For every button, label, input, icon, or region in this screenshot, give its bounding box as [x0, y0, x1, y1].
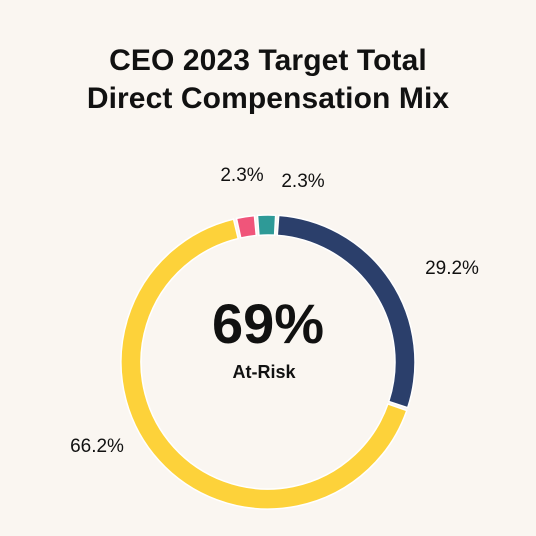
- chart-title-line-2: Direct Compensation Mix: [86, 82, 450, 115]
- slice-yellow: [120, 218, 408, 510]
- slice-navy: [276, 214, 416, 409]
- chart-title-line-1: CEO 2023 Target Total: [109, 44, 427, 77]
- slice-labels: 2.3% 29.2% 66.2% 2.3%: [70, 165, 479, 457]
- chart-title: CEO 2023 Target Total Direct Compensatio…: [0, 42, 536, 118]
- slice-label: 2.3%: [220, 165, 263, 186]
- donut-slices: [120, 214, 416, 510]
- center-caption: At-Risk: [232, 362, 296, 382]
- slice-pink: [235, 214, 258, 239]
- slice-label: 2.3%: [281, 171, 324, 192]
- slice-label: 66.2%: [70, 436, 124, 457]
- slice-teal: [256, 214, 277, 237]
- slice-label: 29.2%: [425, 258, 479, 279]
- center-value: 69%: [212, 292, 324, 355]
